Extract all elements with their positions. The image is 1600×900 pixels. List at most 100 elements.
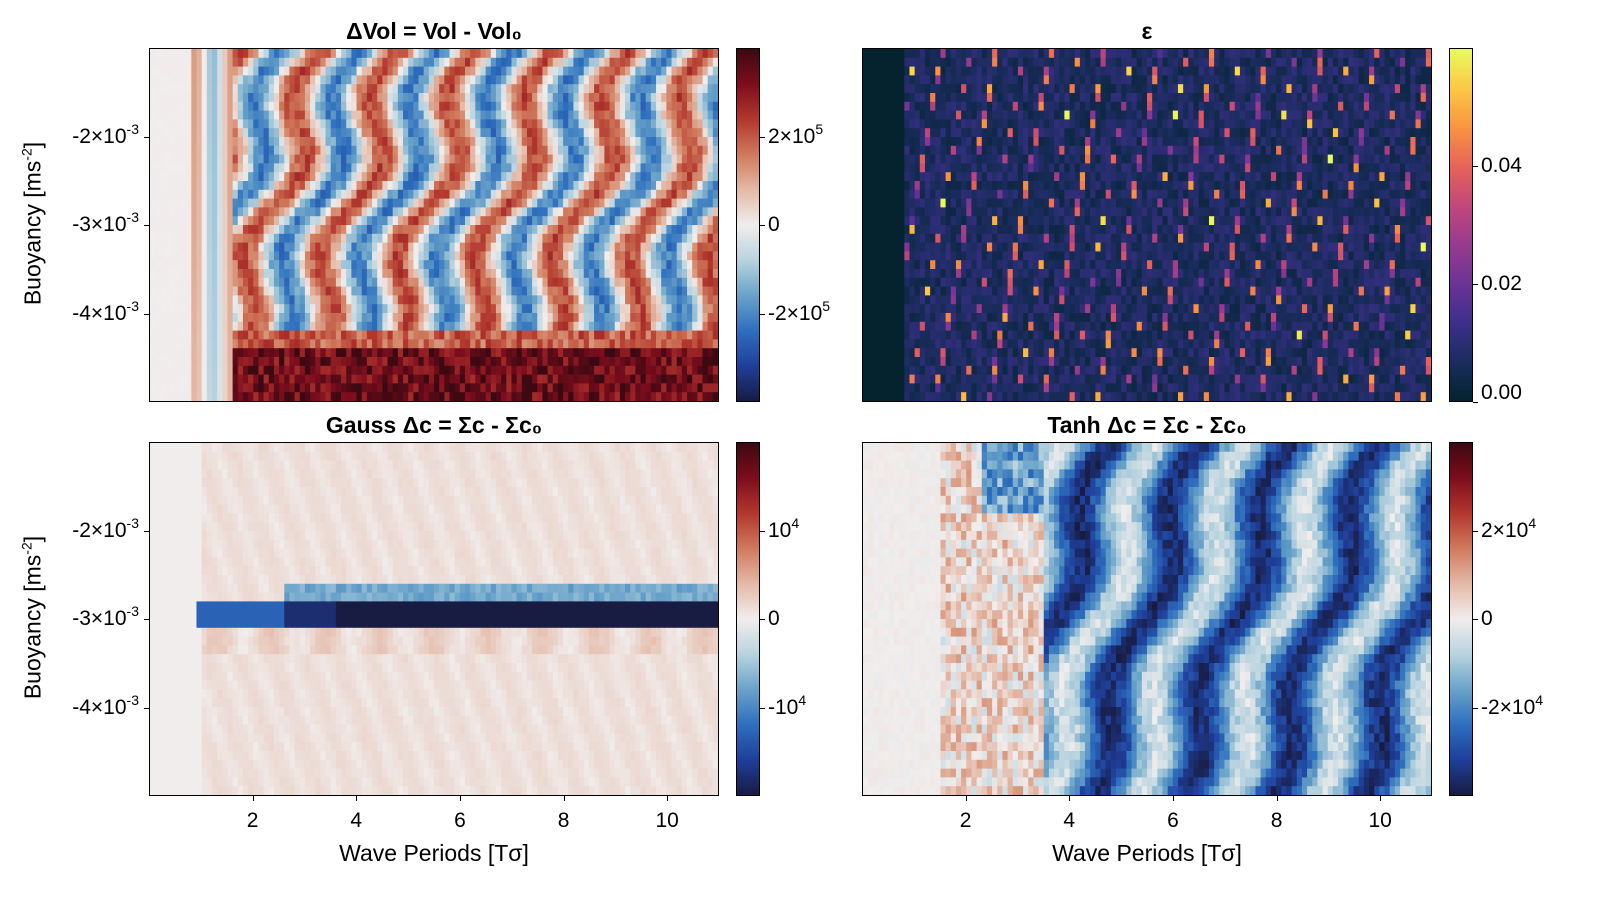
- heatmap-cell: [485, 357, 492, 367]
- heatmap-cell: [547, 365, 554, 376]
- heatmap-cell: [263, 242, 270, 252]
- heatmap-cell: [712, 57, 718, 68]
- heatmap-cell: [687, 207, 693, 217]
- heatmap-cell: [676, 304, 683, 314]
- heatmap-cell: [542, 93, 549, 103]
- heatmap-cell: [459, 172, 466, 182]
- heatmap-cell: [155, 207, 161, 217]
- heatmap-cell: [320, 233, 327, 244]
- heatmap-cell: [444, 145, 451, 156]
- heatmap-cell: [625, 357, 631, 367]
- heatmap-cell: [578, 137, 585, 147]
- heatmap-cell: [299, 119, 306, 129]
- heatmap-cell: [1059, 93, 1065, 103]
- heatmap-cell: [439, 110, 445, 120]
- heatmap-cell: [155, 128, 161, 138]
- heatmap-cell: [377, 84, 383, 94]
- heatmap-cell: [676, 260, 683, 270]
- heatmap-cell: [568, 286, 575, 296]
- heatmap-cell: [315, 198, 321, 208]
- heatmap-cell: [547, 128, 554, 138]
- heatmap-cell: [1307, 66, 1313, 76]
- heatmap-cell: [279, 286, 285, 296]
- heatmap-cell: [211, 365, 218, 376]
- heatmap-cell: [542, 304, 549, 314]
- heatmap-cell: [645, 93, 652, 103]
- heatmap-cell: [211, 119, 218, 129]
- heatmap-cell: [692, 189, 698, 200]
- heatmap-cell: [485, 49, 492, 59]
- heatmap-cell: [423, 304, 430, 314]
- heatmap-cell: [299, 233, 306, 244]
- heatmap-cell: [201, 339, 208, 349]
- heatmap-cell: [1162, 57, 1169, 68]
- heatmap-cell: [454, 172, 461, 182]
- heatmap-cell: [992, 57, 998, 68]
- heatmap-cell: [635, 251, 642, 261]
- heatmap-cell: [387, 374, 394, 384]
- heatmap-cell: [459, 128, 466, 138]
- heatmap-cell: [516, 137, 523, 147]
- heatmap-cell: [155, 313, 161, 323]
- heatmap-cell: [697, 392, 704, 401]
- heatmap-cell: [444, 365, 451, 376]
- heatmap-cell: [299, 348, 306, 358]
- heatmap-cell: [258, 84, 265, 94]
- heatmap-cell: [341, 242, 347, 252]
- heatmap-cell: [403, 225, 409, 235]
- heatmap-cell: [248, 286, 254, 296]
- heatmap-cell: [372, 101, 378, 112]
- heatmap-cell: [475, 216, 482, 226]
- heatmap-cell: [263, 189, 270, 200]
- heatmap-cell: [258, 216, 265, 226]
- heatmap-cell: [310, 233, 316, 244]
- heatmap-cell: [165, 189, 172, 200]
- heatmap-cell: [573, 84, 580, 94]
- heatmap-cell: [439, 251, 445, 261]
- heatmap-cell: [878, 84, 885, 94]
- heatmap-cell: [201, 75, 208, 85]
- heatmap-cell: [707, 198, 714, 208]
- heatmap-cell: [403, 242, 409, 252]
- heatmap-cell: [459, 251, 466, 261]
- heatmap-cell: [428, 286, 435, 296]
- heatmap-cell: [258, 286, 265, 296]
- heatmap-cell: [707, 242, 714, 252]
- heatmap-cell: [294, 154, 301, 164]
- heatmap-cell: [392, 383, 399, 393]
- heatmap-cell: [1095, 57, 1102, 68]
- heatmap-cell: [1260, 75, 1267, 85]
- heatmap-cell: [150, 84, 156, 94]
- heatmap-cell: [955, 49, 962, 59]
- heatmap-cell: [227, 304, 234, 314]
- heatmap-cell: [330, 233, 337, 244]
- heatmap-cell: [299, 251, 306, 261]
- heatmap-cell: [444, 189, 451, 200]
- heatmap-cell: [201, 66, 208, 76]
- heatmap-cell: [656, 313, 662, 323]
- heatmap-cell: [702, 172, 709, 182]
- heatmap-cell: [258, 163, 265, 173]
- heatmap-cell: [594, 207, 600, 217]
- heatmap-cell: [619, 374, 626, 384]
- heatmap-cell: [253, 225, 260, 235]
- heatmap-cell: [640, 233, 647, 244]
- heatmap-cell: [160, 119, 167, 129]
- heatmap-cell: [418, 128, 425, 138]
- heatmap-cell: [325, 119, 332, 129]
- heatmap-cell: [335, 269, 342, 279]
- heatmap-cell: [1291, 66, 1298, 76]
- heatmap-cell: [196, 321, 203, 332]
- heatmap-cell: [232, 119, 239, 129]
- heatmap-cell: [382, 242, 389, 252]
- heatmap-cell: [341, 392, 347, 401]
- heatmap-cell: [227, 339, 234, 349]
- heatmap-cell: [377, 207, 383, 217]
- heatmap-cell: [475, 163, 482, 173]
- heatmap-cell: [428, 181, 435, 191]
- heatmap-cell: [206, 137, 213, 147]
- heatmap-cell: [237, 269, 244, 279]
- heatmap-cell: [604, 365, 611, 376]
- heatmap-cell: [335, 207, 342, 217]
- heatmap-cell: [366, 321, 373, 332]
